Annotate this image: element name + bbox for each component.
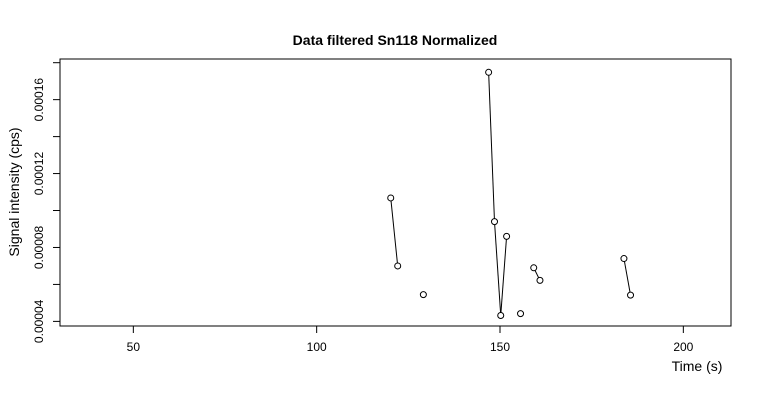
x-tick-label: 100 [307,340,327,354]
x-tick-label: 150 [490,340,510,354]
data-point [536,276,544,284]
data-point [503,232,511,240]
data-point [620,255,628,263]
y-axis-label: Signal intensity (cps) [6,127,22,256]
y-tick-label: 0.00004 [32,299,46,343]
x-axis: 50 100 150 200 [127,325,694,354]
x-tick-label: 50 [127,340,141,354]
y-tick-label: 0.00016 [32,78,46,122]
series-line-segment [500,236,508,316]
y-axis: 0.00004 0.00008 0.00012 0.00016 [32,62,61,343]
x-tick-label: 200 [673,340,693,354]
series-points [387,68,635,319]
x-axis-label: Time (s) [672,358,723,374]
y-tick-label: 0.00008 [32,225,46,269]
series-line-segment [488,72,495,222]
chart-title: Data filtered Sn118 Normalized [293,32,498,48]
y-tick-label: 0.00012 [32,152,46,196]
series-line-segment [494,221,502,316]
data-point [485,68,493,76]
data-point [491,218,498,226]
series-lines [390,72,632,316]
series-line-segment [623,258,632,296]
data-point [497,311,505,319]
data-point [517,310,525,318]
data-point [387,194,395,202]
data-point [627,291,635,299]
series-line-segment [390,197,399,266]
data-point [394,262,402,270]
plot-frame [59,58,732,327]
data-point [419,291,427,299]
data-point [530,264,538,272]
